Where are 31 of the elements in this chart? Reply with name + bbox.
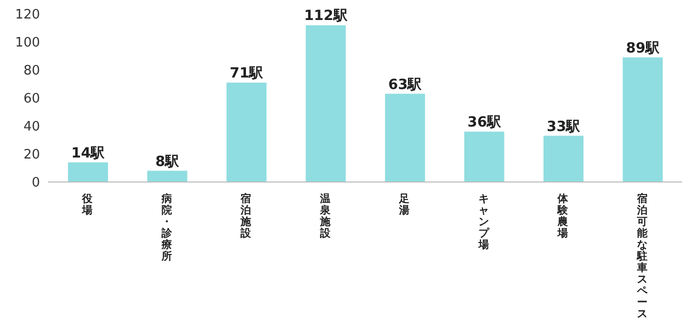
data-label: 89駅 (626, 40, 660, 56)
data-label: 8駅 (155, 154, 180, 170)
x-tick-label: キャンプ場 (477, 193, 490, 251)
x-tick-label: 温泉施設 (318, 192, 332, 240)
y-tick-label: 40 (23, 120, 40, 135)
y-tick-label: 120 (15, 8, 40, 23)
bar (544, 136, 584, 182)
y-tick-label: 60 (23, 92, 40, 107)
y-tick-label: 20 (23, 148, 40, 163)
x-tick-label: 体験農場 (556, 192, 570, 240)
y-tick-label: 80 (23, 64, 40, 79)
x-tick-label: 宿泊施設 (240, 192, 253, 240)
x-tick-label: 役場 (81, 192, 94, 216)
bar (385, 94, 425, 182)
bar (306, 25, 346, 182)
data-label: 63駅 (388, 76, 423, 93)
category-label: 宿泊可能な駐車スペース (636, 193, 648, 320)
bar (464, 132, 504, 182)
bar (68, 162, 108, 182)
bar (226, 82, 266, 182)
bar (622, 57, 663, 182)
x-tick-label: 足湯 (398, 193, 410, 216)
data-label: 36駅 (468, 114, 502, 131)
data-label: 112駅 (304, 8, 348, 24)
y-tick-label: 100 (15, 36, 40, 51)
data-label: 71駅 (230, 66, 264, 82)
bar (147, 170, 188, 182)
x-tick-label: 病院・診療所 (160, 192, 174, 262)
data-label: 33駅 (546, 118, 582, 135)
data-label: 14駅 (71, 145, 106, 162)
y-tick-label: 0 (32, 176, 40, 191)
